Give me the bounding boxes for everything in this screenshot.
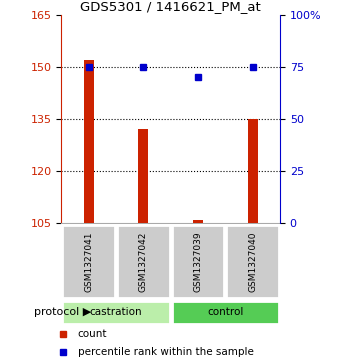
Bar [172,301,279,324]
Text: count: count [78,329,107,339]
Text: control: control [207,307,244,317]
Bar [117,225,169,298]
Text: GSM1327039: GSM1327039 [194,231,202,292]
Text: GSM1327041: GSM1327041 [84,231,93,291]
Text: percentile rank within the sample: percentile rank within the sample [78,347,253,357]
Bar [226,225,279,298]
Bar [172,225,224,298]
Text: castration: castration [90,307,142,317]
Bar [138,129,148,223]
Title: GDS5301 / 1416621_PM_at: GDS5301 / 1416621_PM_at [80,0,261,13]
Bar [84,60,93,223]
Bar [248,119,258,223]
Bar [62,225,115,298]
Bar [193,220,203,223]
Text: GSM1327042: GSM1327042 [139,231,148,291]
Text: protocol ▶: protocol ▶ [34,307,91,317]
Text: GSM1327040: GSM1327040 [248,231,257,291]
Bar [62,301,169,324]
